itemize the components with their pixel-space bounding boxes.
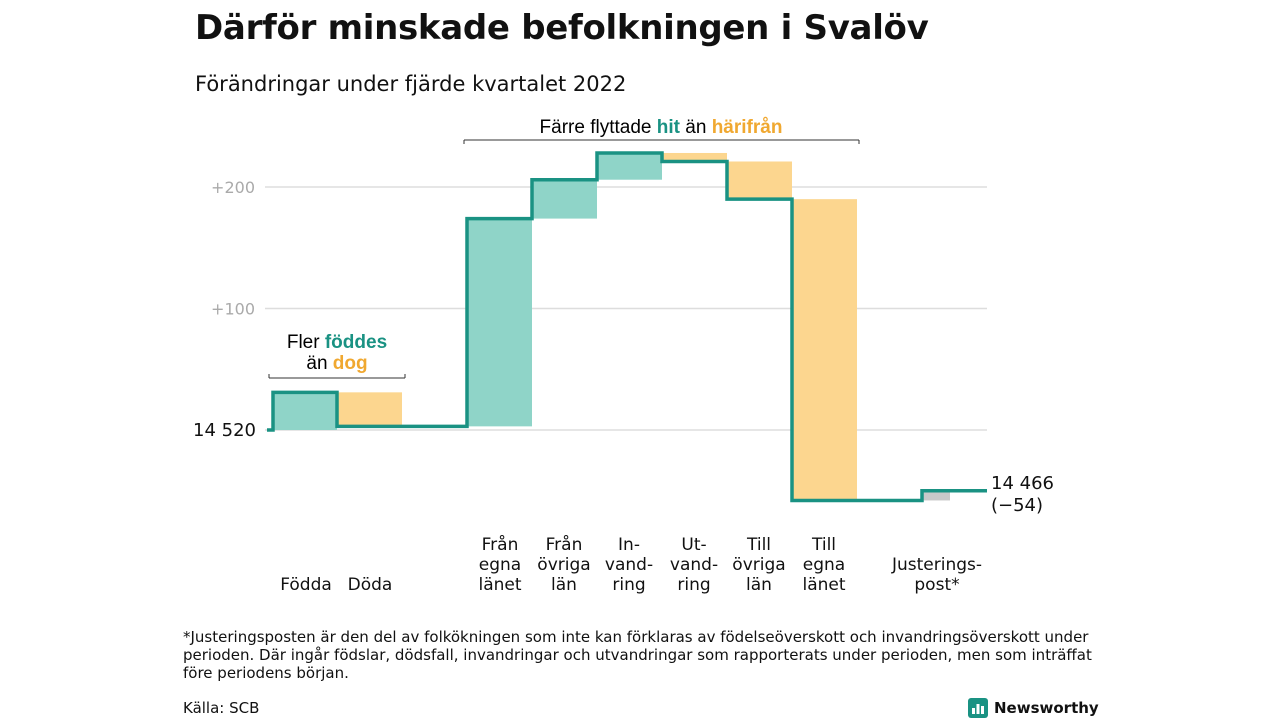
bar-8: [922, 490, 950, 501]
start-value-label: 14 520: [193, 420, 256, 441]
category-label: Justerings-: [891, 555, 982, 575]
bar-0: [273, 392, 337, 430]
category-label: vand-: [605, 555, 653, 575]
births-annotation-line2: än dog: [306, 353, 367, 374]
category-label: In-: [618, 535, 640, 555]
bar-6: [727, 161, 792, 200]
category-label: länet: [802, 575, 845, 595]
bar-3: [532, 179, 597, 219]
grid-layer: [265, 186, 987, 431]
category-label: Till: [811, 535, 836, 555]
cumulative-step-line: [267, 151, 987, 503]
category-label: övriga: [537, 555, 590, 575]
category-label: ring: [677, 575, 710, 595]
category-label: Ut-: [681, 535, 706, 555]
footnote: *Justeringsposten är den del av folkökni…: [183, 628, 1092, 682]
bar-1: [337, 392, 402, 427]
category-label: län: [746, 575, 772, 595]
migration-annotation: Färre flyttade hit än härifrån: [540, 117, 783, 138]
category-label: Till: [746, 535, 771, 555]
bar-2: [467, 218, 532, 427]
annotation-layer: Fler föddes än dog Färre flyttade hit än…: [268, 117, 860, 379]
category-label: post*: [914, 575, 959, 595]
end-change-label: (−54): [991, 495, 1043, 516]
y-tick-label: +100: [211, 300, 255, 319]
category-label: egna: [803, 555, 845, 575]
category-label: Döda: [348, 575, 393, 595]
brand-name: Newsworthy: [994, 699, 1099, 717]
category-label: övriga: [732, 555, 785, 575]
bar-layer: [273, 152, 950, 501]
chart-title: Därför minskade befolkningen i Svalöv: [195, 8, 929, 48]
brand-logo: Newsworthy: [968, 696, 1099, 720]
step-line-layer: [267, 151, 987, 503]
category-label: Födda: [280, 575, 332, 595]
bar-chart-logo-icon: [968, 698, 988, 718]
bar-4: [597, 152, 662, 180]
births-annotation-line1: Fler föddes: [287, 332, 387, 353]
category-label: länet: [478, 575, 521, 595]
y-tick-label: +200: [211, 178, 255, 197]
chart-subtitle: Förändringar under fjärde kvartalet 2022: [195, 72, 627, 96]
category-label: län: [551, 575, 577, 595]
category-label: Från: [546, 534, 583, 555]
bar-5: [662, 152, 727, 162]
bar-7: [792, 199, 857, 501]
end-value-label: 14 466: [991, 473, 1054, 494]
category-label: egna: [479, 555, 521, 575]
source-note: Källa: SCB: [183, 699, 260, 717]
category-label: ring: [612, 575, 645, 595]
category-label: vand-: [670, 555, 718, 575]
category-label: Från: [482, 534, 519, 555]
